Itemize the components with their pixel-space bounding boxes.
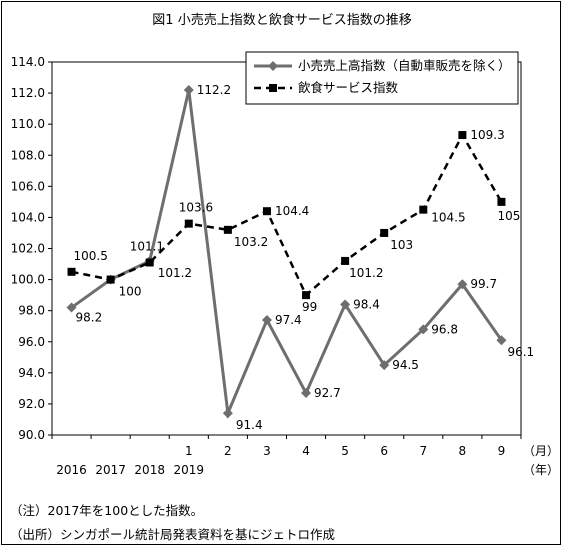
retail-point	[418, 324, 429, 335]
food-service-point	[419, 205, 428, 214]
y-tick-label: 90.0	[18, 428, 45, 442]
x-tick-label-month: 3	[263, 444, 271, 458]
food-service-point	[497, 197, 506, 206]
y-tick-label: 92.0	[18, 397, 45, 411]
food-service-data-label: 104.4	[275, 204, 309, 218]
y-tick-label: 110.0	[11, 117, 45, 131]
retail-data-label: 96.1	[507, 345, 534, 359]
x-tick-label-month: 7	[419, 444, 427, 458]
x-tick-label-year: 2019	[174, 463, 205, 477]
retail-point	[496, 335, 507, 346]
x-unit-month: （月）	[523, 444, 559, 458]
x-tick-label-month: 9	[498, 444, 506, 458]
x-tick-label-month: 4	[302, 444, 310, 458]
x-tick-label-month: 1	[185, 444, 193, 458]
x-tick-label-year: 2018	[134, 463, 165, 477]
retail-point	[301, 388, 312, 399]
legend-food-marker	[269, 84, 277, 92]
food-service-data-label: 109.3	[470, 128, 504, 142]
y-tick-label: 106.0	[11, 179, 45, 193]
food-service-data-label: 103	[390, 238, 413, 252]
food-service-data-label: 101.2	[349, 266, 383, 280]
retail-point	[222, 408, 233, 419]
retail-data-label: 98.4	[353, 297, 380, 311]
food-service-point	[145, 258, 154, 267]
y-tick-label: 102.0	[11, 242, 45, 256]
food-service-point	[184, 219, 193, 228]
retail-point	[379, 360, 390, 371]
retail-point	[457, 279, 468, 290]
food-service-point	[67, 267, 76, 276]
food-service-point	[302, 291, 311, 300]
y-tick-label: 100.0	[11, 273, 45, 287]
food-service-data-label: 103.6	[179, 201, 213, 215]
retail-data-label: 92.7	[314, 386, 341, 400]
food-service-point	[262, 207, 271, 216]
food-service-data-label: 103.2	[234, 235, 268, 249]
food-service-point	[106, 275, 115, 284]
legend-food-label: 飲食サービス指数	[298, 80, 399, 95]
food-service-data-label: 99	[302, 300, 317, 314]
retail-data-label: 99.7	[470, 277, 497, 291]
food-service-point	[341, 256, 350, 265]
food-service-data-label: 105	[497, 209, 520, 223]
food-service-point	[223, 225, 232, 234]
retail-data-label: 98.2	[76, 311, 103, 325]
legend-retail-marker	[268, 61, 278, 71]
food-service-data-label: 101.1	[130, 239, 164, 253]
legend-retail-label: 小売売上高指数（自動車販売を除く）	[298, 58, 511, 73]
retail-data-label: 101.2	[158, 266, 192, 280]
note-source: （出所）シンガポール統計局発表資料を基にジェトロ作成	[10, 527, 336, 542]
y-tick-label: 108.0	[11, 148, 45, 162]
y-tick-label: 104.0	[11, 210, 45, 224]
y-tick-label: 94.0	[18, 366, 45, 380]
food-service-point	[380, 228, 389, 237]
legend-box	[245, 51, 519, 105]
retail-point	[66, 302, 77, 313]
note-basis: （注）2017年を100とした指数。	[10, 503, 204, 518]
x-tick-label-month: 5	[341, 444, 349, 458]
x-tick-label-year: 2016	[56, 463, 87, 477]
food-service-point	[458, 131, 467, 140]
retail-point	[261, 314, 272, 325]
y-tick-label: 96.0	[18, 335, 45, 349]
chart-title: 図1 小売売上指数と飲食サービス指数の推移	[152, 13, 412, 28]
retail-point	[340, 299, 351, 310]
retail-data-label: 96.8	[431, 322, 458, 336]
x-tick-label-month: 8	[459, 444, 467, 458]
retail-data-label: 100	[119, 285, 142, 299]
x-tick-label-month: 2	[224, 444, 232, 458]
food-service-data-label: 104.5	[431, 211, 465, 225]
plot-area	[51, 61, 522, 436]
y-tick-label: 98.0	[18, 304, 45, 318]
y-tick-label: 114.0	[11, 55, 45, 69]
food-service-series-line	[71, 132, 503, 298]
x-tick-label-year: 2017	[95, 463, 126, 477]
retail-data-label: 97.4	[275, 313, 302, 327]
y-tick-label: 112.0	[11, 86, 45, 100]
retail-data-label: 91.4	[236, 418, 263, 432]
retail-data-label: 112.2	[197, 83, 231, 97]
x-tick-label-month: 6	[380, 444, 388, 458]
retail-data-label: 94.5	[392, 358, 419, 372]
food-service-data-label: 100.5	[74, 249, 108, 263]
retail-point	[183, 84, 194, 95]
x-unit-year: （年）	[523, 463, 559, 477]
